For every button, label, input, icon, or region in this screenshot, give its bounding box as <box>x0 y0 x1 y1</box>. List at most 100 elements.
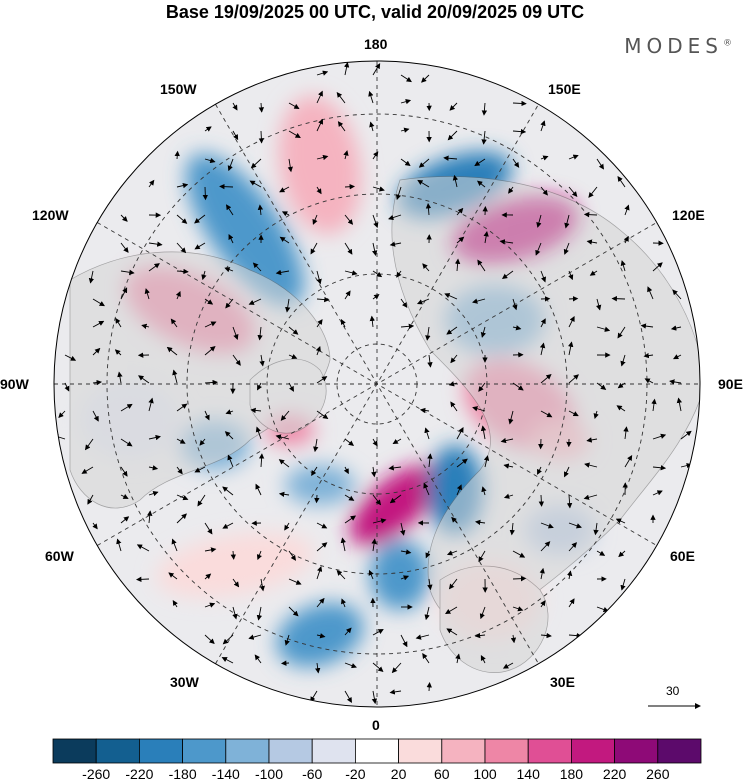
wind-vector <box>316 90 323 104</box>
wind-vector <box>81 466 94 474</box>
wind-vector <box>281 211 290 217</box>
wind-vector <box>250 407 262 414</box>
wind-vector <box>316 410 329 420</box>
wind-vector <box>371 538 377 552</box>
wind-vector <box>371 690 378 705</box>
wind-vector <box>566 570 573 580</box>
wind-vector <box>172 369 178 384</box>
wind-vector <box>564 214 570 229</box>
colorbar-segment <box>571 738 616 764</box>
wind-vector <box>396 270 402 278</box>
wind-vector <box>87 494 94 505</box>
wind-vector <box>275 434 290 440</box>
wind-vector <box>288 550 297 561</box>
wind-vector <box>452 174 459 188</box>
wind-vector <box>201 270 207 281</box>
wind-vector <box>512 382 524 391</box>
wind-vector <box>512 606 524 612</box>
wind-vector <box>672 289 682 300</box>
wind-vector <box>624 455 633 468</box>
wind-vector <box>84 438 94 451</box>
wind-vector <box>424 427 430 440</box>
wind-vector <box>443 155 458 161</box>
wind-vector <box>255 426 262 440</box>
wind-vector <box>316 319 323 328</box>
wind-vector <box>624 204 630 216</box>
wind-vector <box>221 657 234 664</box>
wind-vector <box>536 214 542 228</box>
wind-vector <box>166 346 178 356</box>
wind-vector <box>256 550 262 561</box>
wind-vector <box>446 628 458 636</box>
wind-vector <box>680 430 692 440</box>
wind-vector <box>586 239 598 245</box>
wind-vector <box>344 184 355 190</box>
wind-vector <box>120 287 128 300</box>
wind-vector <box>170 318 178 328</box>
wind-vector <box>400 522 406 536</box>
wind-vector <box>232 326 239 340</box>
lon-label-30w: 30W <box>170 674 199 690</box>
wind-vector <box>620 260 626 272</box>
wind-vector <box>481 486 487 496</box>
wind-vector <box>512 298 518 311</box>
wind-vector <box>92 379 102 386</box>
wind-vector <box>120 516 130 524</box>
wind-vector <box>88 270 95 284</box>
colorbar-segment <box>52 738 97 764</box>
colorbar-segment <box>225 738 270 764</box>
wind-vector <box>204 157 216 164</box>
wind-vector <box>252 262 262 272</box>
wind-vector <box>596 326 611 332</box>
wind-vector <box>583 494 598 500</box>
wind-vector <box>249 180 262 188</box>
colorbar-tick-label: 220 <box>602 766 627 782</box>
wind-vector <box>389 241 402 247</box>
wind-vector <box>343 150 349 160</box>
lon-label-150e: 150E <box>548 81 581 97</box>
wind-vector <box>344 515 357 524</box>
wind-vector <box>372 294 380 300</box>
wind-vector <box>168 572 178 580</box>
wind-vector <box>400 323 415 329</box>
wind-vector <box>615 518 626 524</box>
wind-vector <box>568 270 574 281</box>
colorbar-segment <box>182 738 227 764</box>
wind-vector <box>92 298 105 307</box>
wind-vector <box>427 354 433 368</box>
wind-vector <box>204 573 212 580</box>
wind-vector <box>279 236 290 244</box>
wind-vector <box>647 286 654 300</box>
wind-vector <box>64 354 77 361</box>
wind-vector <box>120 214 128 222</box>
wind-vector <box>596 158 604 170</box>
wind-vector <box>400 634 408 648</box>
wind-vector <box>341 598 347 608</box>
wind-vector <box>204 522 213 535</box>
wind-vector <box>344 690 352 703</box>
wind-vector <box>540 270 546 283</box>
wind-vector <box>395 186 402 201</box>
colorbar-tick-label: 140 <box>516 766 540 782</box>
wind-vector <box>512 158 520 168</box>
wind-vector <box>176 494 189 501</box>
wind-vector <box>147 510 153 524</box>
wind-vector <box>92 347 101 356</box>
wind-vector <box>449 102 458 111</box>
wind-vector <box>372 270 383 278</box>
wind-vector <box>232 130 239 141</box>
wind-vector <box>456 484 462 496</box>
colorbar-tick-label: 260 <box>646 766 670 782</box>
wind-vector <box>501 270 514 280</box>
wind-vector <box>248 298 262 305</box>
wind-vector <box>257 382 262 391</box>
wind-vector <box>611 295 626 302</box>
wind-vector <box>448 578 458 590</box>
wind-vector <box>445 606 458 615</box>
wind-vector <box>344 270 358 276</box>
wind-vector <box>455 653 461 664</box>
wind-vector <box>596 298 602 311</box>
colorbar-tick-label: -60 <box>302 766 323 782</box>
wind-vector <box>255 483 262 496</box>
